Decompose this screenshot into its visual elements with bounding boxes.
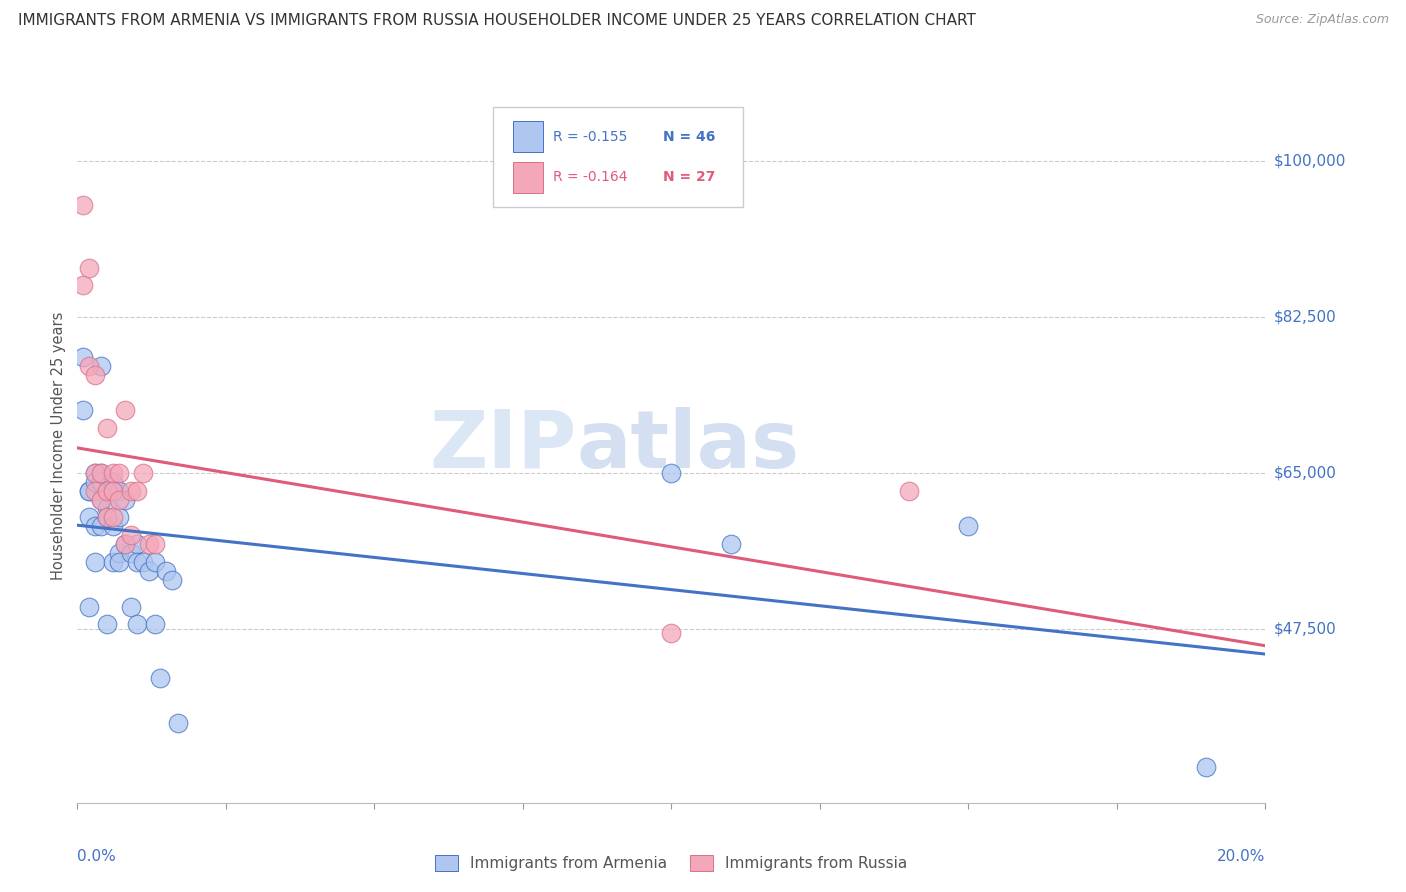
Text: $82,500: $82,500 xyxy=(1274,310,1337,324)
Point xyxy=(101,475,124,489)
Point xyxy=(131,466,153,480)
Point xyxy=(96,483,118,498)
Point xyxy=(72,350,94,364)
Point xyxy=(114,492,136,507)
Point xyxy=(84,475,107,489)
Point xyxy=(84,466,107,480)
Point xyxy=(96,501,118,516)
Point xyxy=(120,599,142,614)
Text: R = -0.164: R = -0.164 xyxy=(553,170,627,185)
Point xyxy=(108,492,131,507)
Point xyxy=(96,510,118,524)
Point xyxy=(90,475,112,489)
Point xyxy=(101,483,124,498)
Point xyxy=(101,466,124,480)
Point xyxy=(96,617,118,632)
Point xyxy=(125,537,148,551)
Point xyxy=(72,278,94,293)
Text: 0.0%: 0.0% xyxy=(77,849,117,864)
Point xyxy=(84,368,107,382)
Y-axis label: Householder Income Under 25 years: Householder Income Under 25 years xyxy=(51,312,66,580)
Point xyxy=(125,555,148,569)
Point xyxy=(114,537,136,551)
Bar xyxy=(513,121,543,152)
Point xyxy=(96,510,118,524)
Point xyxy=(90,492,112,507)
Point xyxy=(898,483,921,498)
Text: IMMIGRANTS FROM ARMENIA VS IMMIGRANTS FROM RUSSIA HOUSEHOLDER INCOME UNDER 25 YE: IMMIGRANTS FROM ARMENIA VS IMMIGRANTS FR… xyxy=(18,13,976,29)
Text: Source: ZipAtlas.com: Source: ZipAtlas.com xyxy=(1256,13,1389,27)
Point xyxy=(125,483,148,498)
Text: $100,000: $100,000 xyxy=(1274,153,1346,168)
Point xyxy=(661,626,683,640)
Point xyxy=(120,528,142,542)
Point xyxy=(90,466,112,480)
Point xyxy=(661,466,683,480)
Point xyxy=(77,483,100,498)
Point xyxy=(167,715,190,730)
Point xyxy=(84,519,107,533)
Point xyxy=(162,573,184,587)
Point xyxy=(114,403,136,417)
Bar xyxy=(513,162,543,193)
Point xyxy=(138,537,160,551)
Point xyxy=(90,519,112,533)
Point xyxy=(120,483,142,498)
Point xyxy=(138,564,160,578)
Point xyxy=(101,555,124,569)
Point xyxy=(77,510,100,524)
Text: N = 46: N = 46 xyxy=(664,129,716,144)
Point xyxy=(957,519,980,533)
FancyBboxPatch shape xyxy=(494,107,742,207)
Point xyxy=(84,555,107,569)
Point xyxy=(101,510,124,524)
Text: atlas: atlas xyxy=(576,407,800,485)
Point xyxy=(101,483,124,498)
Text: 20.0%: 20.0% xyxy=(1218,849,1265,864)
Point xyxy=(72,198,94,212)
Point xyxy=(77,599,100,614)
Point xyxy=(1195,760,1218,774)
Point xyxy=(84,466,107,480)
Legend: Immigrants from Armenia, Immigrants from Russia: Immigrants from Armenia, Immigrants from… xyxy=(429,849,914,877)
Point xyxy=(96,421,118,435)
Point xyxy=(143,555,166,569)
Point xyxy=(143,617,166,632)
Point xyxy=(108,466,131,480)
Point xyxy=(131,555,153,569)
Point xyxy=(90,359,112,373)
Point xyxy=(96,483,118,498)
Point xyxy=(77,260,100,275)
Point xyxy=(90,492,112,507)
Point xyxy=(155,564,177,578)
Point xyxy=(143,537,166,551)
Point xyxy=(108,555,131,569)
Point xyxy=(125,617,148,632)
Point xyxy=(108,483,131,498)
Point xyxy=(720,537,742,551)
Point xyxy=(72,403,94,417)
Text: $65,000: $65,000 xyxy=(1274,466,1337,480)
Point xyxy=(101,519,124,533)
Text: R = -0.155: R = -0.155 xyxy=(553,129,627,144)
Point xyxy=(77,359,100,373)
Point xyxy=(120,546,142,560)
Point xyxy=(90,466,112,480)
Point xyxy=(149,671,172,685)
Text: ZIP: ZIP xyxy=(429,407,576,485)
Point xyxy=(108,546,131,560)
Point xyxy=(108,510,131,524)
Text: $47,500: $47,500 xyxy=(1274,622,1337,636)
Point xyxy=(114,537,136,551)
Point xyxy=(77,483,100,498)
Point xyxy=(84,483,107,498)
Text: N = 27: N = 27 xyxy=(664,170,716,185)
